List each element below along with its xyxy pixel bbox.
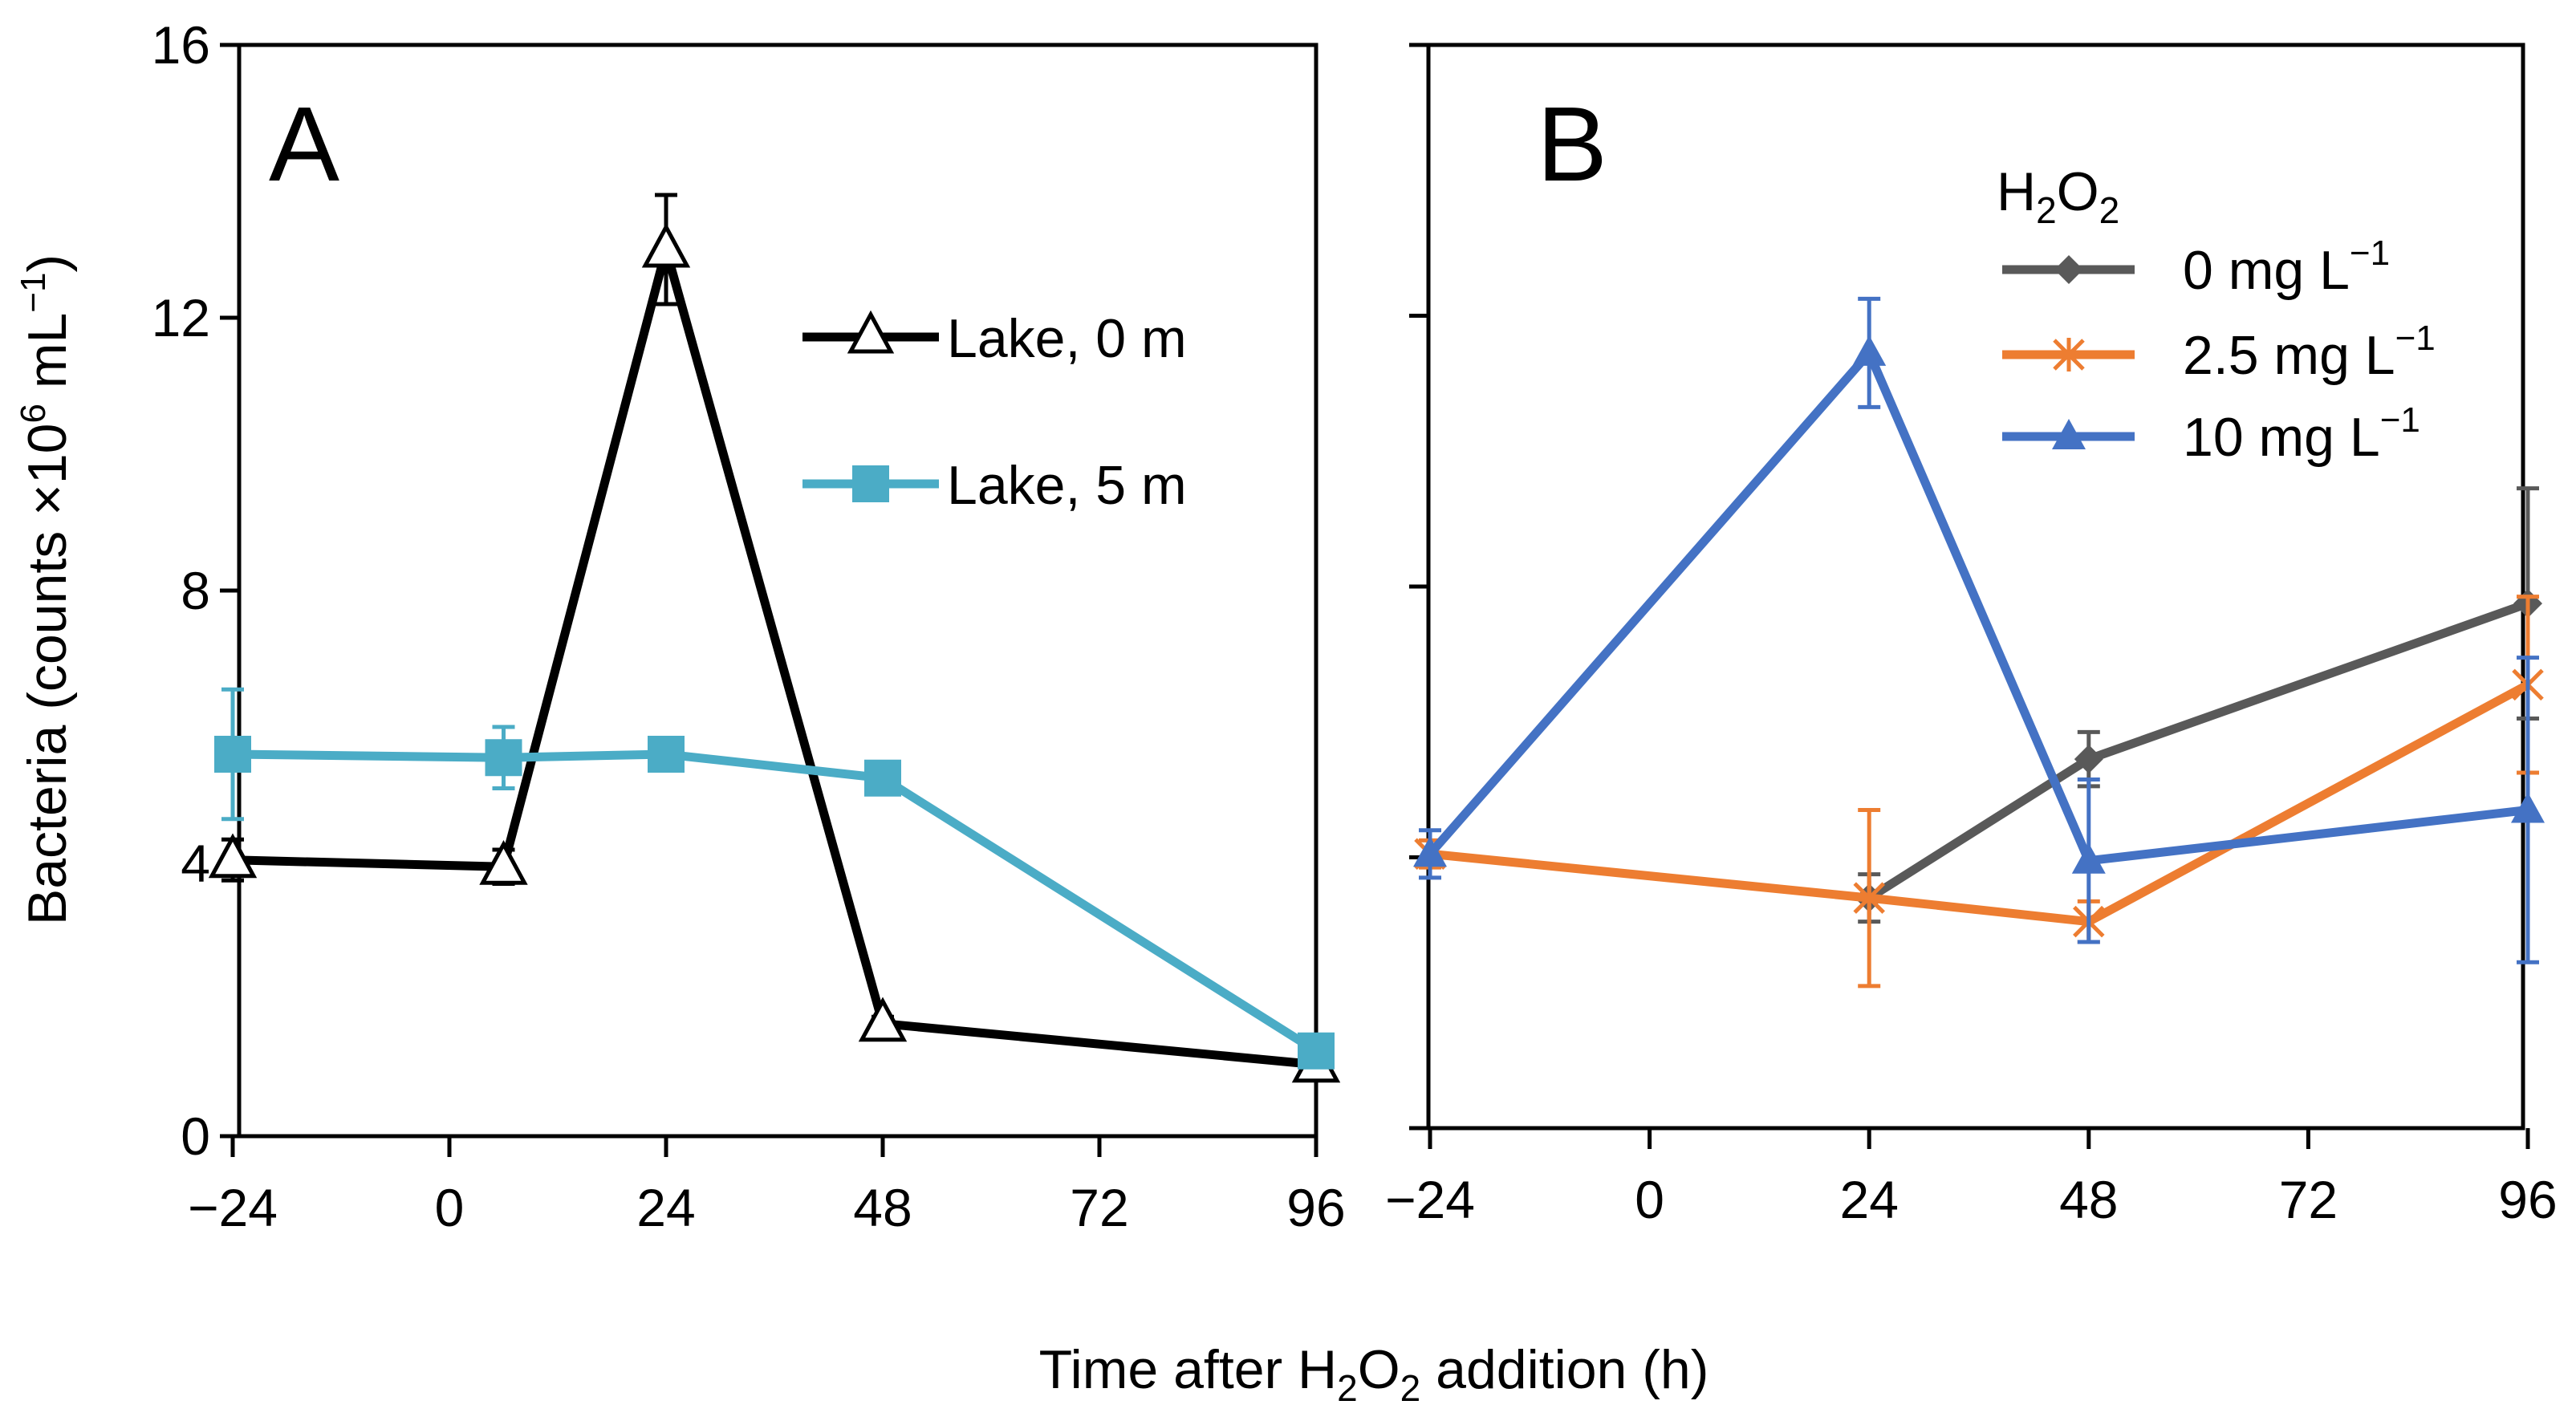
y-axis-title-post: ) — [17, 254, 78, 273]
legend-a-label-lake-5m: Lake, 5 m — [947, 455, 1187, 516]
panel-b-point-10-mg-l — [2071, 842, 2106, 874]
legend-b-label-0mg-sup: −1 — [2350, 233, 2390, 273]
panel-a-point-lake-5-m — [1298, 1032, 1335, 1070]
panel-a-y-tick-label: 8 — [181, 561, 210, 620]
panel-b-x-tick-label: 48 — [2059, 1170, 2118, 1229]
panel-b-line-2-5-mg-l — [1429, 680, 2530, 927]
legend-b-label-10mg-sup: −1 — [2380, 400, 2420, 440]
panel-b-point-10-mg-l — [2511, 792, 2545, 823]
panel-a-line-lake-5-m — [232, 749, 1318, 1055]
legend-b-label-0mg-text: 0 mg L — [2183, 240, 2350, 301]
series-layer — [208, 193, 2545, 1083]
y-axis-title-mid: mL — [17, 313, 78, 404]
panel-a-x-tick-label: 96 — [1286, 1178, 1345, 1237]
legend-b-label-0mg: 0 mg L−1 — [2183, 233, 2390, 301]
legend-b-label-2-5mg-sup: −1 — [2395, 319, 2436, 358]
x-axis-title-pre: Time after H — [1039, 1339, 1338, 1400]
legend-b-title-o: O — [2057, 161, 2099, 222]
panel-b-x-tick-label: 0 — [1635, 1170, 1664, 1229]
x-axis-title-mid: O — [1358, 1339, 1400, 1400]
panel-a-point-lake-0-m — [208, 833, 258, 879]
x-axis-title-sub2: 2 — [1400, 1367, 1421, 1409]
panel-b-point-2-5-mg-l — [1853, 881, 1885, 916]
panel-a-y-tick-label: 16 — [152, 15, 210, 75]
panel-a-y-tick-label: 0 — [181, 1106, 210, 1166]
legend-b-label-2-5mg-text: 2.5 mg L — [2183, 325, 2395, 386]
legend-b-label-2-5mg: 2.5 mg L−1 — [2183, 319, 2436, 386]
legend-a-marker-lake-0m — [847, 310, 895, 354]
panel-b-x-tick-label: 72 — [2279, 1170, 2338, 1229]
y-axis-title-pre: Bacteria (counts ×10 — [17, 424, 78, 926]
panel-a-point-lake-0-m — [641, 222, 691, 268]
panel-b-x-tick-label: 24 — [1839, 1170, 1898, 1229]
legend-b-title-sub1: 2 — [2036, 189, 2057, 231]
panel-b-line-10-mg-l — [1426, 344, 2529, 866]
panel-a-point-lake-0-m — [479, 840, 528, 885]
panel-b-point-10-mg-l — [1413, 836, 1447, 867]
panel-a-frame — [237, 43, 1318, 1139]
legend-a-label-lake-0m: Lake, 0 m — [947, 308, 1187, 369]
panel-b-label: B — [1537, 85, 1607, 203]
legend-b-label-10mg: 10 mg L−1 — [2183, 400, 2420, 468]
panel-b-point-10-mg-l — [1852, 335, 1887, 366]
legend-b-marker-10mg — [2052, 419, 2086, 449]
panel-a-y-tick-label: 12 — [152, 288, 210, 347]
x-axis-title: Time after H2O2 addition (h) — [1039, 1339, 1709, 1409]
panel-a-x-tick-label: −24 — [188, 1178, 278, 1237]
legend-b-title-h: H — [1997, 161, 2036, 222]
panel-a-x-tick-label: 24 — [636, 1178, 695, 1237]
panel-a-x-tick-label: 48 — [853, 1178, 912, 1237]
y-axis-title: Bacteria (counts ×106 mL−1) — [14, 254, 78, 925]
panel-b-point-0-mg-l — [2074, 745, 2103, 774]
panel-a-x-tick-label: 72 — [1070, 1178, 1128, 1237]
panel-a-label: A — [269, 85, 339, 203]
legend-b-title: H2O2 — [1997, 161, 2119, 231]
legend-a-marker-lake-5m — [852, 465, 889, 502]
panel-a-line-lake-0-m — [232, 233, 1317, 1070]
legend-b-marker-2-5mg — [2053, 338, 2085, 371]
legend-b-marker-0mg — [2054, 255, 2083, 284]
panel-b-series-10-mg-l — [1413, 296, 2545, 964]
panel-b-line-0-mg-l — [1867, 599, 2529, 902]
panel-b-x-tick-label: 96 — [2498, 1170, 2557, 1229]
panel-a-point-lake-0-m — [858, 997, 908, 1042]
legend-b-label-10mg-text: 10 mg L — [2183, 407, 2380, 468]
y-axis-title-sup2: −1 — [14, 273, 53, 313]
panel-a-x-tick-label: 0 — [435, 1178, 465, 1237]
panel-a-point-lake-5-m — [648, 736, 685, 773]
panel-a-point-lake-5-m — [485, 739, 522, 777]
panel-a-y-tick-label: 4 — [181, 834, 210, 893]
legend-b-title-sub2: 2 — [2099, 189, 2120, 231]
y-axis-title-sup1: 6 — [14, 404, 53, 423]
panel-b-x-tick-label: −24 — [1385, 1170, 1475, 1229]
panel-a-point-lake-5-m — [864, 759, 901, 797]
x-axis-title-post: addition (h) — [1420, 1339, 1709, 1400]
panel-b-frame — [1426, 43, 2525, 1131]
legend-a: Lake, 0 m Lake, 5 m — [802, 308, 1187, 516]
panel-a-series-lake-0-m — [208, 193, 1341, 1083]
legend-b: H2O2 0 mg L−1 2.5 mg L−1 10 mg L−1 — [1997, 161, 2436, 468]
panel-a-point-lake-5-m — [214, 736, 251, 773]
x-axis-title-sub1: 2 — [1337, 1367, 1358, 1409]
panel-a-series-lake-5-m — [214, 687, 1335, 1070]
